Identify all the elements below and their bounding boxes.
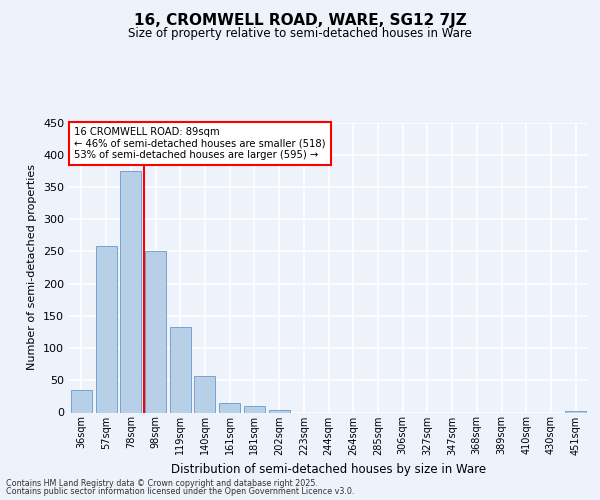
- Bar: [145, 250, 166, 412]
- Text: Size of property relative to semi-detached houses in Ware: Size of property relative to semi-detach…: [128, 28, 472, 40]
- X-axis label: Distribution of semi-detached houses by size in Ware: Distribution of semi-detached houses by …: [171, 463, 486, 476]
- Text: 16 CROMWELL ROAD: 89sqm
← 46% of semi-detached houses are smaller (518)
53% of s: 16 CROMWELL ROAD: 89sqm ← 46% of semi-de…: [74, 127, 326, 160]
- Bar: [565, 410, 586, 412]
- Bar: [170, 327, 191, 412]
- Bar: [120, 171, 141, 412]
- Y-axis label: Number of semi-detached properties: Number of semi-detached properties: [28, 164, 37, 370]
- Bar: [71, 390, 92, 412]
- Text: 16, CROMWELL ROAD, WARE, SG12 7JZ: 16, CROMWELL ROAD, WARE, SG12 7JZ: [134, 12, 466, 28]
- Text: Contains public sector information licensed under the Open Government Licence v3: Contains public sector information licen…: [6, 487, 355, 496]
- Bar: [219, 404, 240, 412]
- Bar: [194, 376, 215, 412]
- Bar: [95, 246, 116, 412]
- Bar: [244, 406, 265, 412]
- Text: Contains HM Land Registry data © Crown copyright and database right 2025.: Contains HM Land Registry data © Crown c…: [6, 478, 318, 488]
- Bar: [269, 410, 290, 412]
